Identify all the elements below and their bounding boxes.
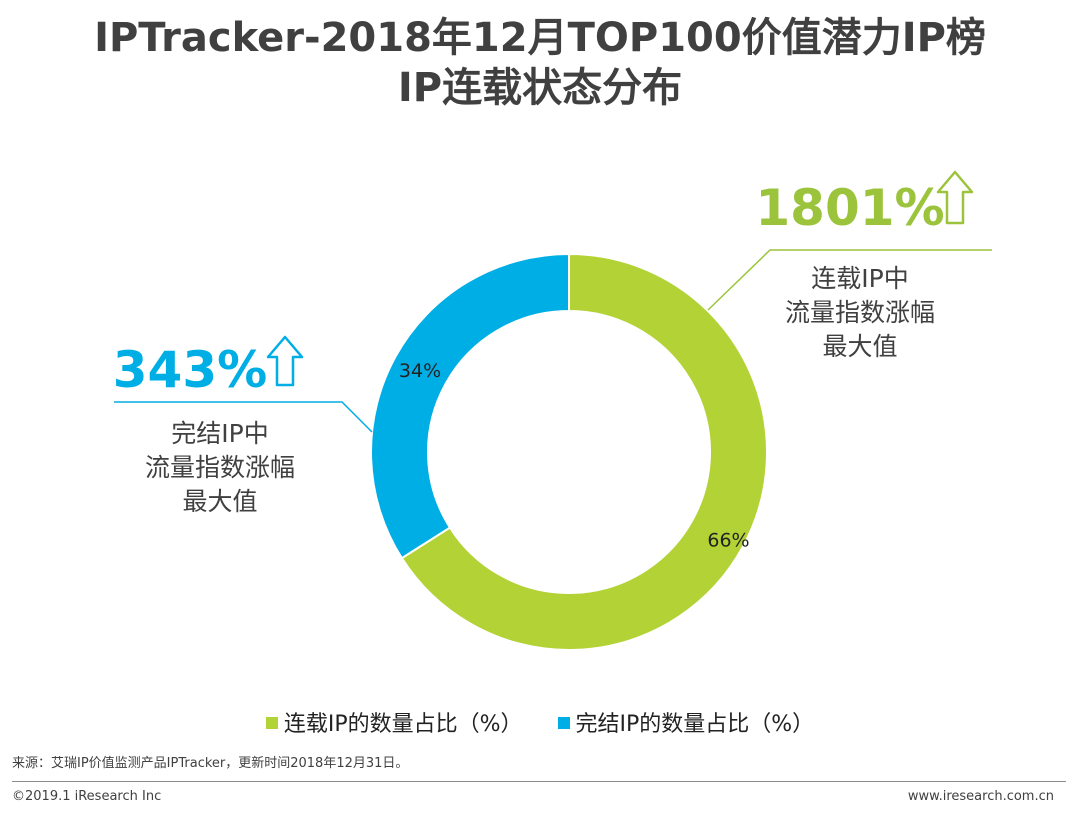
right-callout-line-1: 连载IP中 xyxy=(811,264,909,293)
legend-swatch-completed xyxy=(557,717,570,729)
chart-legend: 连载IP的数量占比（%） 完结IP的数量占比（%） xyxy=(0,706,1080,738)
donut-chart: 66% 34% 1801% 343% xyxy=(113,170,992,651)
slice-label-ongoing: 66% xyxy=(707,530,749,552)
legend-item-completed: 完结IP的数量占比（%） xyxy=(557,706,815,738)
right-up-arrow-icon xyxy=(936,170,974,225)
left-up-arrow-icon xyxy=(266,335,304,387)
website-url: www.iresearch.com.cn xyxy=(907,789,1054,804)
legend-item-ongoing: 连载IP的数量占比（%） xyxy=(265,706,523,738)
left-callout-line-2: 流量指数涨幅 xyxy=(144,453,295,482)
donut-slice-ongoing xyxy=(400,252,768,651)
source-note: 来源：艾瑞IP价值监测产品IPTracker，更新时间2018年12月31日。 xyxy=(12,756,409,771)
donut-slices xyxy=(370,252,768,651)
right-callout-leader-line xyxy=(707,249,992,311)
slice-labels: 66% 34% xyxy=(399,360,750,552)
left-callout-leader-line xyxy=(114,401,373,433)
left-callout-line-3: 最大值 xyxy=(182,487,258,516)
footer-divider xyxy=(12,781,1066,782)
right-callout-line-3: 最大值 xyxy=(822,332,898,361)
left-callout-description: 完结IP中 流量指数涨幅 最大值 xyxy=(120,417,320,519)
legend-label-completed: 完结IP的数量占比（%） xyxy=(575,712,815,737)
legend-label-ongoing: 连载IP的数量占比（%） xyxy=(283,712,523,737)
right-callout-description: 连载IP中 流量指数涨幅 最大值 xyxy=(760,262,960,364)
chart-title-line-1: IPTracker-2018年12月TOP100价值潜力IP榜 xyxy=(94,15,986,61)
left-callout-value: 343% xyxy=(113,341,267,399)
legend-swatch-ongoing xyxy=(265,717,278,729)
right-callout-line-2: 流量指数涨幅 xyxy=(784,298,935,327)
right-callout-value: 1801% xyxy=(755,179,944,237)
donut-slice-completed xyxy=(370,252,570,560)
copyright: ©2019.1 iResearch Inc xyxy=(12,789,162,804)
chart-title-line-2: IP连载状态分布 xyxy=(397,65,683,111)
slice-label-completed: 34% xyxy=(399,360,441,382)
left-callout-line-1: 完结IP中 xyxy=(171,419,269,448)
